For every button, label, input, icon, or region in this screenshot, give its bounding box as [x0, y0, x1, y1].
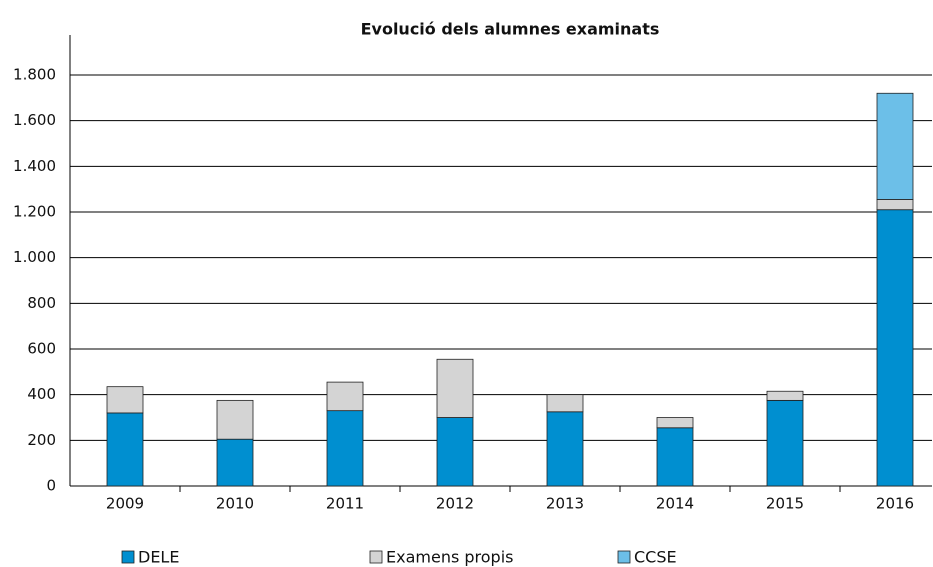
legend-swatch — [369, 550, 383, 564]
bar-segment — [876, 209, 914, 487]
x-tick-label: 2011 — [326, 495, 364, 513]
bar-segment — [216, 399, 254, 440]
bar-segment — [436, 417, 474, 487]
legend-swatch — [121, 550, 135, 564]
y-tick-label: 800 — [27, 294, 56, 312]
legend-label: DELE — [138, 548, 179, 567]
y-tick-label: 1.000 — [13, 248, 56, 266]
legend-label: CCSE — [634, 548, 677, 567]
x-tick-label: 2014 — [656, 495, 694, 513]
y-tick-label: 600 — [27, 340, 56, 358]
x-tick-label: 2013 — [546, 495, 584, 513]
bar-segment — [326, 381, 364, 412]
y-tick-label: 1.200 — [13, 203, 56, 221]
bar-segment — [326, 410, 364, 487]
y-tick-label: 1.800 — [13, 66, 56, 84]
bar-segment — [766, 399, 804, 487]
bar-segment — [216, 438, 254, 487]
x-tick-label: 2010 — [216, 495, 254, 513]
chart-title: Evolució dels alumnes examinats — [361, 20, 660, 39]
legend-label: Examens propis — [386, 548, 513, 567]
y-tick-label: 1.400 — [13, 157, 56, 175]
bar-segment — [656, 427, 694, 487]
x-tick-label: 2016 — [876, 495, 914, 513]
bar-segment — [106, 412, 144, 487]
y-tick-label: 1.600 — [13, 111, 56, 129]
y-tick-label: 400 — [27, 385, 56, 403]
bar-segment — [436, 358, 474, 418]
bar-segment — [766, 390, 804, 401]
y-tick-label: 0 — [46, 477, 56, 495]
bar-segment — [546, 394, 584, 413]
bar-segment — [106, 386, 144, 414]
bar-segment — [876, 199, 914, 211]
bar-segment — [656, 417, 694, 429]
y-tick-label: 200 — [27, 431, 56, 449]
legend-swatch — [617, 550, 631, 564]
legend: DELE Examens propis CCSE — [121, 548, 677, 567]
x-tick-label: 2009 — [106, 495, 144, 513]
bar-segment — [546, 411, 584, 487]
bar-segment — [876, 92, 914, 200]
x-tick-label: 2012 — [436, 495, 474, 513]
x-tick-label: 2015 — [766, 495, 804, 513]
